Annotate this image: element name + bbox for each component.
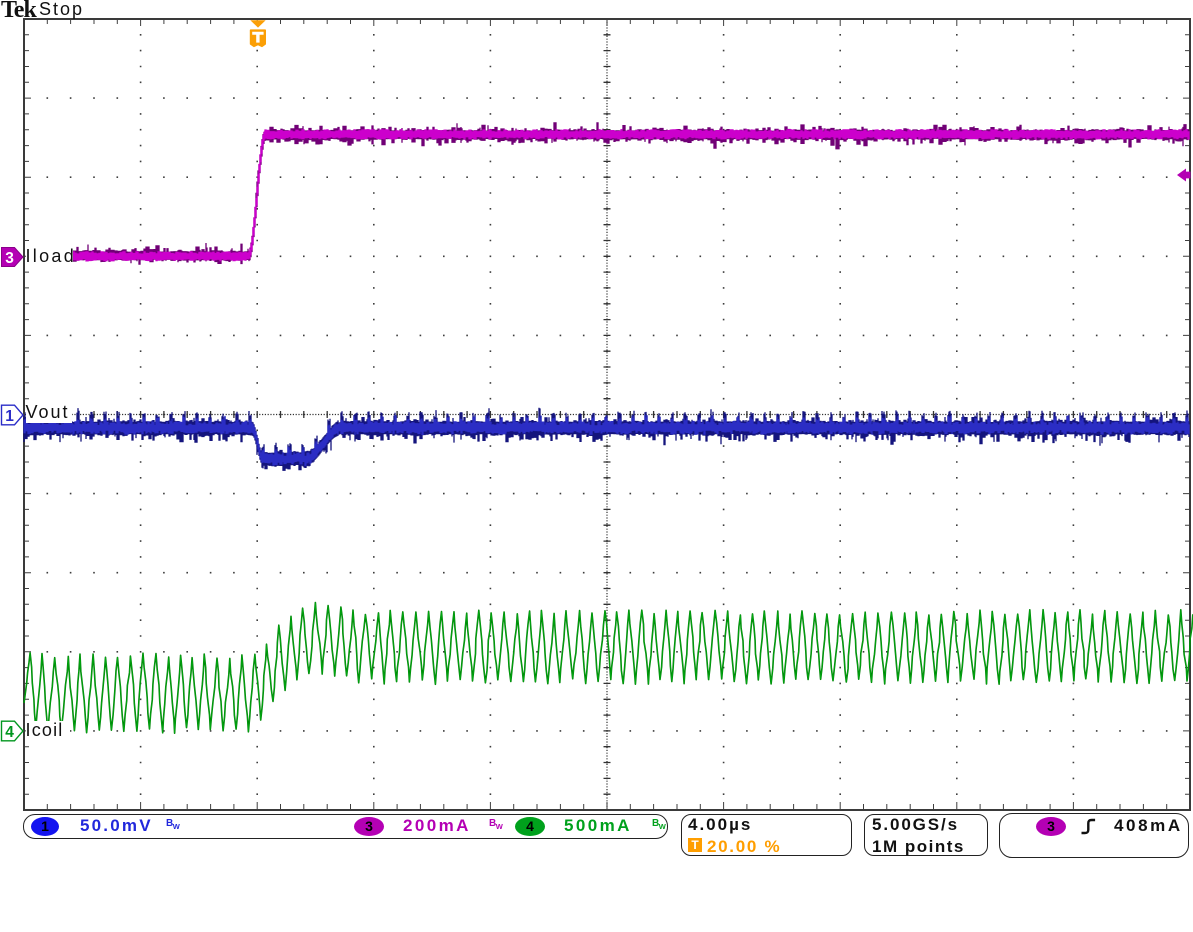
svg-text:4: 4	[5, 724, 14, 741]
svg-text:3: 3	[5, 250, 14, 267]
svg-text:1: 1	[5, 408, 14, 425]
